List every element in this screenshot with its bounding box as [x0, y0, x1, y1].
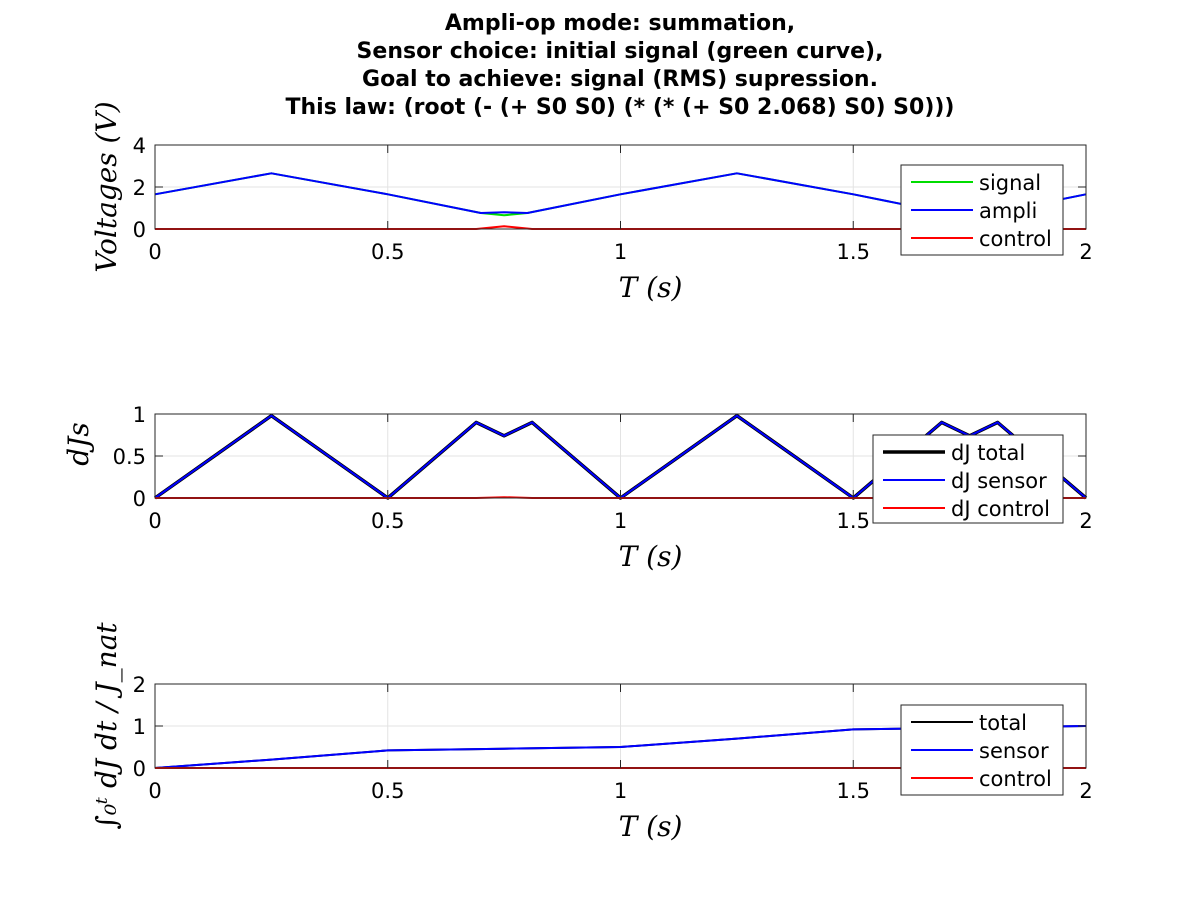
y-axis-label: ∫₀ᵗ dJ dt / J_nat: [90, 622, 123, 830]
x-tick-label: 1.5: [837, 779, 870, 803]
legend-label-total: total: [979, 711, 1027, 735]
x-tick-label: 1.5: [837, 509, 870, 533]
y-tick-label: 0: [133, 487, 146, 511]
x-tick-label: 0: [148, 779, 161, 803]
x-tick-label: 0.5: [371, 509, 404, 533]
x-tick-label: 1: [614, 509, 627, 533]
x-tick-label: 1: [614, 240, 627, 264]
legend-label-control: control: [979, 767, 1052, 791]
legend: dJ total dJ sensor dJ control: [872, 434, 1064, 524]
x-tick-label: 0: [148, 509, 161, 533]
x-axis-label: T (s): [619, 810, 683, 843]
x-tick-label: 0.5: [371, 779, 404, 803]
y-tick-label: 2: [133, 673, 146, 697]
legend-label-control: control: [979, 227, 1052, 251]
x-tick-label: 1: [614, 779, 627, 803]
title-line-4: This law: (root (- (+ S0 S0) (* (* (+ S0…: [285, 95, 955, 120]
y-axis-label: dJs: [62, 422, 95, 466]
y-tick-label: 0: [133, 218, 146, 242]
y-tick-label: 1: [133, 403, 146, 427]
y-axis-label: Voltages (V): [90, 101, 123, 272]
legend: signal ampli control: [900, 164, 1064, 256]
x-tick-label: 0.5: [371, 240, 404, 264]
x-tick-label: 0: [148, 240, 161, 264]
legend-label-ampli: ampli: [979, 199, 1037, 223]
y-tick-label: 0.5: [113, 445, 146, 469]
title-line-3: Goal to achieve: signal (RMS) supression…: [362, 67, 878, 92]
title-line-2: Sensor choice: initial signal (green cur…: [356, 39, 884, 64]
legend-label-sensor: sensor: [979, 739, 1049, 763]
x-tick-label: 2: [1079, 509, 1092, 533]
legend-label-dJ-control: dJ control: [951, 497, 1050, 521]
subplot-1: 0 0.5 1 1.5 2 0 2 4 T (s) Voltages (V) signal ampli…: [90, 101, 1093, 304]
x-tick-label: 2: [1079, 240, 1092, 264]
legend-label-signal: signal: [979, 171, 1041, 195]
x-axis-label: T (s): [619, 540, 683, 573]
legend-label-dJ-total: dJ total: [951, 441, 1025, 465]
y-tick-label: 1: [133, 715, 146, 739]
y-tick-label: 2: [133, 176, 146, 200]
subplot-3: 0 0.5 1 1.5 2 0 1 2 T (s) ∫₀ᵗ dJ dt / J_nat total s…: [90, 622, 1093, 843]
y-tick-label: 0: [133, 757, 146, 781]
x-tick-label: 2: [1079, 779, 1092, 803]
legend-label-dJ-sensor: dJ sensor: [951, 469, 1047, 493]
chart-title: Ampli-op mode: summation, Sensor choice:…: [0, 10, 1200, 122]
title-line-1: Ampli-op mode: summation,: [444, 11, 796, 36]
legend: total sensor control: [900, 704, 1064, 796]
x-axis-label: T (s): [619, 271, 683, 304]
x-tick-label: 1.5: [837, 240, 870, 264]
y-tick-label: 4: [133, 134, 146, 158]
